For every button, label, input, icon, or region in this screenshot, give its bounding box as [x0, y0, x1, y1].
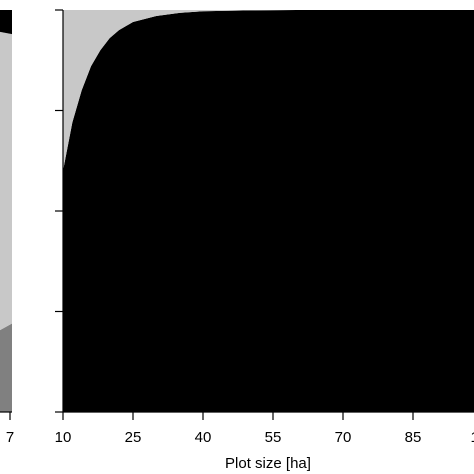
area [0, 31, 12, 331]
x-tick-label: 25 [125, 429, 142, 446]
area [63, 10, 474, 171]
area [0, 323, 12, 412]
x-tick-label: 100 [470, 429, 474, 446]
x-axis-label: Plot size [ha] [225, 455, 311, 472]
x-tick-label: 85 [405, 429, 422, 446]
x-tick-label: 7 [6, 429, 14, 446]
area [63, 10, 474, 412]
x-tick-label: 40 [195, 429, 212, 446]
x-tick-label: 70 [335, 429, 352, 446]
x-tick-label: 10 [55, 429, 72, 446]
x-tick-label: 55 [265, 429, 282, 446]
area [0, 10, 12, 35]
